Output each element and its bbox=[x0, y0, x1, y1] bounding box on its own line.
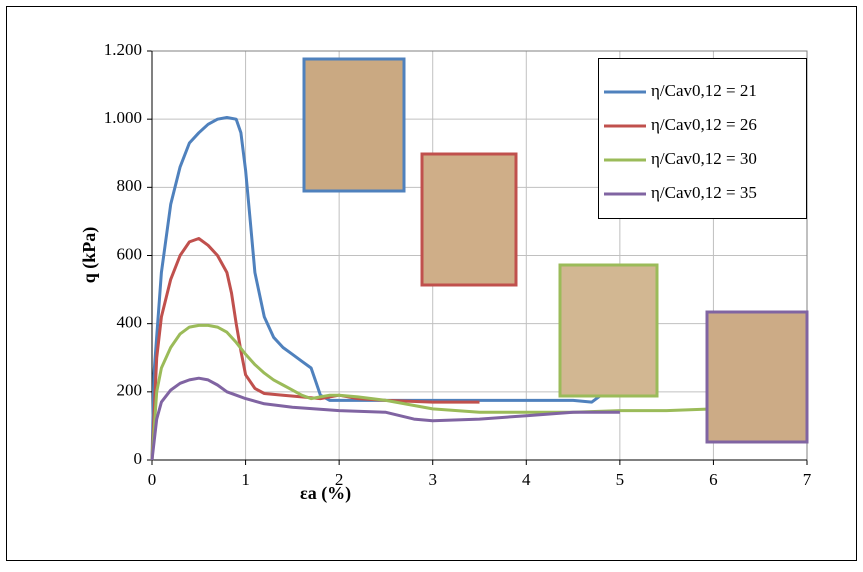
photo bbox=[420, 152, 518, 287]
x-tick-label: 3 bbox=[428, 470, 437, 489]
y-tick-label: 200 bbox=[117, 381, 143, 400]
legend-label: η/Cav0,12 = 30 bbox=[651, 149, 757, 168]
x-tick-label: 2 bbox=[335, 470, 344, 489]
legend-label: η/Cav0,12 = 35 bbox=[651, 183, 757, 202]
data-line bbox=[150, 376, 620, 461]
data-line bbox=[150, 323, 751, 461]
photo bbox=[705, 310, 809, 444]
legend: η/Cav0,12 = 21 η/Cav0,12 = 26 η/Cav0,12 = … bbox=[604, 81, 757, 202]
x-tick-label: 0 bbox=[148, 470, 157, 489]
x-tick-label: 4 bbox=[522, 470, 531, 489]
y-tick-label: 800 bbox=[117, 176, 143, 195]
legend-label: η/Cav0,12 = 21 bbox=[651, 81, 757, 100]
legend-box bbox=[598, 58, 807, 219]
y-tick-label: 400 bbox=[117, 313, 143, 332]
legend-label: η/Cav0,12 = 26 bbox=[651, 115, 757, 134]
y-tick-label: 1.200 bbox=[104, 40, 142, 59]
x-tick-label: 5 bbox=[616, 470, 625, 489]
y-tick-label: 600 bbox=[117, 244, 143, 263]
x-tick-label: 6 bbox=[709, 470, 718, 489]
data-line bbox=[150, 116, 612, 461]
x-tick-label: 7 bbox=[803, 470, 812, 489]
photo bbox=[558, 263, 659, 398]
y-tick-label: 1.000 bbox=[104, 108, 142, 127]
photo bbox=[302, 57, 406, 193]
y-tick-label: 0 bbox=[134, 449, 143, 468]
y-axis-label: q (kPa) bbox=[79, 227, 100, 284]
plot-area: 0 200 400 600 800 1.000 1.200 0 1 2 3 4 5 6 7 bbox=[104, 40, 812, 489]
x-axis-label: εa (%) bbox=[300, 483, 351, 504]
photos bbox=[302, 57, 809, 444]
x-tick-label: 1 bbox=[241, 470, 250, 489]
